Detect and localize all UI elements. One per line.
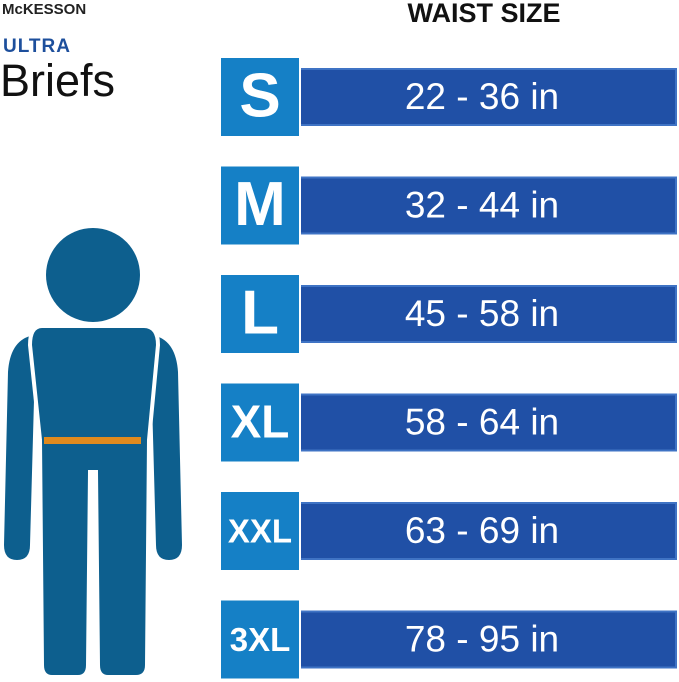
waist-belt (44, 437, 141, 444)
size-box (219, 490, 301, 572)
left-arm (4, 336, 34, 560)
range-bar (295, 285, 677, 343)
person-figure (4, 228, 182, 679)
right-arm (152, 336, 182, 560)
range-bar (295, 502, 677, 560)
size-label: XL (231, 396, 290, 448)
brand: McKESSON (2, 1, 86, 18)
size-label: 3XL (230, 621, 291, 658)
size-box (219, 598, 301, 681)
range-bar (295, 68, 677, 126)
range-label: 22 - 36 in (405, 76, 559, 117)
range-label: 58 - 64 in (405, 401, 559, 442)
heading: WAIST SIZE (407, 0, 560, 28)
range-bar (295, 610, 677, 669)
size-label: S (239, 61, 280, 130)
range-label: 32 - 44 in (405, 184, 559, 225)
size-box (219, 56, 301, 138)
range-label: 63 - 69 in (405, 510, 559, 551)
range-label: 78 - 95 in (405, 618, 559, 659)
body (27, 324, 161, 679)
range-label: 45 - 58 in (405, 293, 559, 334)
size-box (219, 273, 301, 355)
size-label: M (234, 170, 286, 239)
size-label: L (241, 278, 279, 347)
product-line: ULTRA (3, 36, 71, 57)
range-bar (295, 393, 677, 452)
size-box (219, 381, 301, 464)
product-name: Briefs (0, 55, 115, 106)
size-box (219, 164, 301, 247)
size-label: XXL (228, 513, 292, 550)
head (46, 228, 140, 322)
